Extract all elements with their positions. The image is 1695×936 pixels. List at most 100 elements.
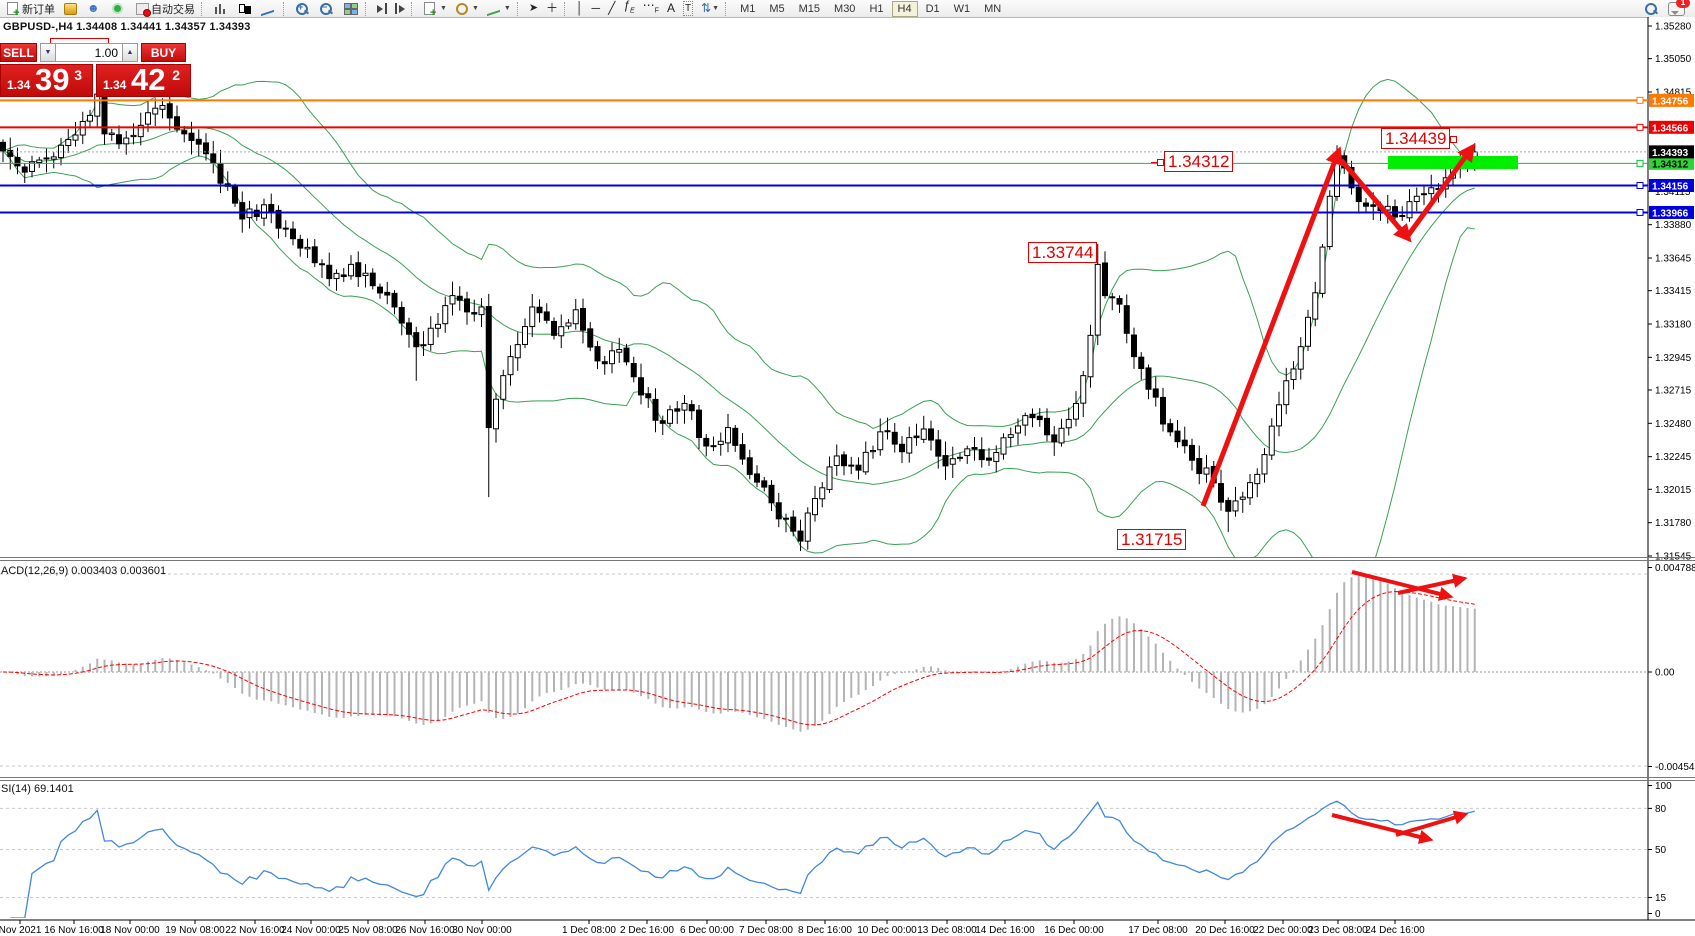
rsi-axis-tick: 100 [1655,781,1672,792]
timeframe-m5[interactable]: M5 [769,2,785,15]
price-callout-1-34312[interactable]: 1.34312 [1150,151,1234,172]
tile-windows-button[interactable] [340,1,362,17]
timeframe-h1[interactable]: H1 [869,2,884,15]
separator [564,1,570,16]
trendline-icon: ╱ [608,1,616,15]
chart-shift-button[interactable] [392,1,408,17]
rsi-axis-tick: 50 [1655,845,1667,856]
hline-handle[interactable] [1636,181,1644,189]
auto-scroll-button[interactable] [374,1,390,17]
date-tick: 17 Dec 08:00 [1128,925,1188,936]
svg-text:1.33966: 1.33966 [1652,208,1689,219]
axis-tag-1.33966[interactable] [1649,205,1694,219]
trendline-tool[interactable]: ╱ [605,1,618,17]
hline-handle[interactable] [1636,159,1644,167]
trend-arrow [1351,570,1454,601]
zoom-in-button[interactable]: + [292,1,314,17]
price-tick: 1.34115 [1655,187,1691,198]
buy-price-point: 2 [172,67,180,83]
rsi-pane[interactable] [0,800,1648,918]
periods-dropdown[interactable]: ▼ [452,1,482,17]
cursor-tool[interactable]: ➤ [526,1,541,17]
candlestick-button[interactable] [234,1,256,17]
support-button[interactable]: ☻ [84,1,106,17]
vline-icon: │ [576,1,584,15]
volume-decrease-button[interactable]: ▼ [40,43,56,62]
bollinger-bands [2,78,1476,557]
candlestick-icon [237,2,251,15]
price-tick: 1.31780 [1655,518,1692,529]
tile-windows-icon [343,2,358,15]
timeframe-w1[interactable]: W1 [953,2,971,15]
separator [201,1,207,16]
sell-button[interactable]: SELL [0,43,37,62]
notifications-button[interactable]: 1 [1665,0,1690,17]
date-tick: 22 Nov 16:00 [225,925,285,936]
date-tick: 20 Dec 16:00 [1195,925,1255,936]
date-tick: 24 Nov 00:00 [281,925,341,936]
highlight-zone-bar[interactable] [1388,156,1518,169]
timeframe-m15[interactable]: M15 [798,2,821,15]
timeframe-m30[interactable]: M30 [834,2,856,15]
bar-chart-button[interactable] [210,1,232,17]
hline-handle[interactable] [1636,208,1644,216]
crosshair-tool[interactable]: ＋ [543,1,561,17]
price-tick: 1.32245 [1655,452,1692,463]
search-button[interactable] [1641,1,1663,17]
vline-tool[interactable]: │ [573,1,587,17]
date-tick: 14 Dec 16:00 [975,925,1035,936]
auto-trading-button[interactable]: 自动交易 [132,1,198,17]
templates-dropdown[interactable]: ▼ [484,1,514,17]
fibonacci-tool[interactable]: ⋯F [640,0,662,17]
volume-increase-button[interactable]: ▲ [122,43,138,62]
date-tick: 16 Dec 00:00 [1044,925,1104,936]
axis-tag-bid[interactable] [1649,145,1694,159]
buy-price-box[interactable]: 1.34 42 2 [96,62,191,97]
date-tick: 26 Nov 16:00 [395,925,455,936]
hline-handle[interactable] [1636,123,1644,131]
new-chart-dropdown[interactable]: + ▼ [420,1,450,19]
connection-button[interactable] [108,1,130,17]
text-tool[interactable]: A [664,1,678,17]
timeframe-mn[interactable]: MN [984,2,1002,15]
timeframe-d1[interactable]: D1 [925,2,940,15]
arrows-dropdown[interactable]: ⇅ ▼ [698,1,722,17]
date-tick: 2 Dec 16:00 [620,925,674,936]
timeframe-m1[interactable]: M1 [740,2,756,15]
axis-tag-1.34756[interactable] [1649,93,1694,107]
macd-pane[interactable] [0,573,1648,767]
date-tick: 25 Nov 08:00 [338,925,398,936]
price-tick: 1.33415 [1655,286,1692,297]
trend-arrow [1397,573,1468,595]
gold-box-icon [63,2,77,15]
axis-tag-1.34312[interactable] [1649,156,1694,170]
clock-icon [455,2,469,15]
zoom-out-button[interactable]: − [316,1,338,17]
price-tick: 1.32715 [1655,385,1692,396]
chevron-down-icon: ▼ [712,5,720,12]
signal-icon [111,2,125,15]
date-tick: 18 Nov 00:00 [100,925,160,936]
label-tool[interactable]: T [680,1,696,17]
price-tick: 1.35280 [1655,22,1692,33]
volume-input[interactable] [56,43,122,62]
buy-button[interactable]: BUY [141,43,186,62]
price-tick: 1.34815 [1655,87,1692,98]
new-order-label: 新订单 [22,3,55,16]
channel-tool[interactable]: ƒE [620,0,637,17]
price-callout-1-34439[interactable]: 1.34439 [1381,128,1458,149]
price-callout-1-31715[interactable]: 1.31715 [1117,529,1187,550]
sell-price-box[interactable]: 1.34 39 3 [0,62,93,97]
price-axis[interactable]: 1.35280 1.35050 1.34815 1.34115 1.33880 1.336… [1647,17,1695,934]
price-callout-1-33744[interactable]: 1.33744 [1028,242,1098,263]
new-order-button[interactable]: + 新订单 [3,1,58,19]
hline-handle[interactable] [1636,96,1644,104]
axis-tag-1.34566[interactable] [1649,120,1694,134]
hline-tool[interactable]: ─ [589,1,604,17]
layout-button[interactable] [60,1,82,17]
axis-tag-1.34156[interactable] [1649,178,1694,192]
chevron-down-icon: ▼ [440,5,447,12]
trend-annotation-arrows[interactable] [1200,143,1476,844]
timeframe-h4[interactable]: H4 [891,0,918,17]
